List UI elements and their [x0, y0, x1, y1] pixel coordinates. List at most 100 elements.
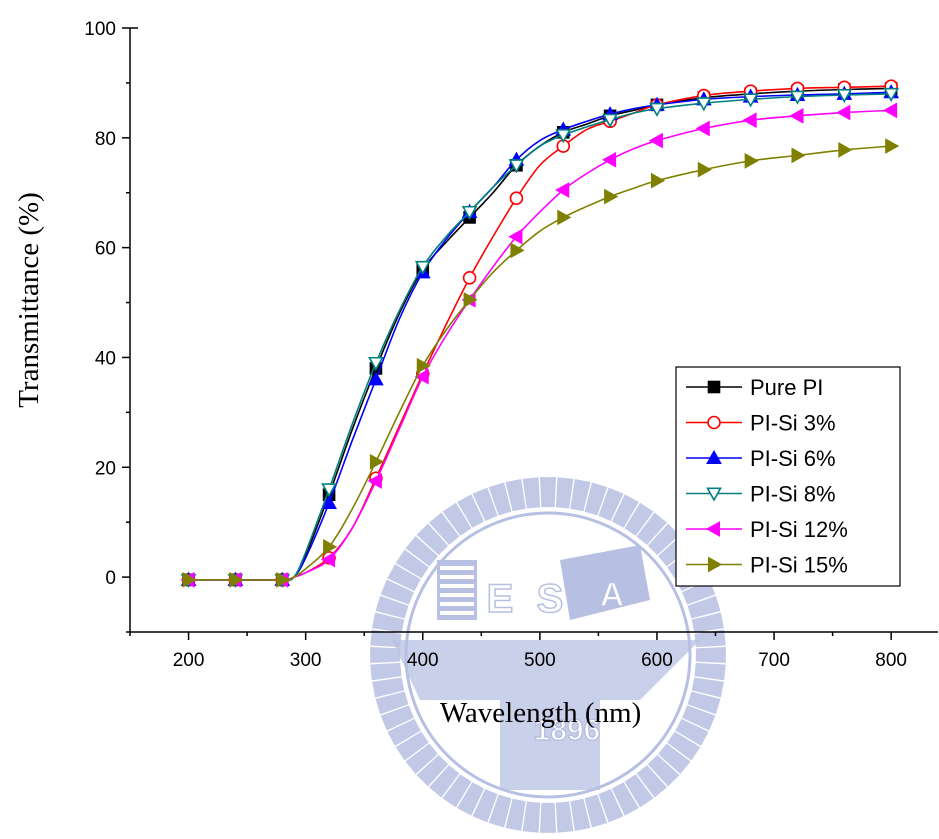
y-tick-label: 40	[95, 348, 116, 369]
legend-item: PI-Si 8%	[686, 482, 836, 507]
x-tick-label: 200	[173, 650, 205, 671]
data-point-marker	[604, 188, 619, 205]
data-point-marker	[836, 88, 853, 104]
data-point-marker	[367, 473, 382, 489]
university-seal-watermark: E S A 1896	[370, 477, 726, 833]
data-point-marker	[508, 228, 523, 245]
data-point-marker	[789, 107, 804, 124]
seal-letter: S	[537, 577, 564, 621]
seal-ray	[598, 487, 624, 521]
seal-ray	[370, 662, 402, 681]
seal-ray	[380, 705, 414, 731]
legend-box	[675, 366, 901, 587]
seal-book-line	[440, 593, 474, 597]
x-tick-label: 800	[875, 650, 907, 671]
y-tick-label: 60	[95, 239, 116, 260]
seal-ray	[387, 564, 421, 592]
axes	[122, 27, 938, 640]
seal-ray	[472, 789, 498, 823]
seal-ray	[570, 798, 591, 831]
data-point-marker	[705, 521, 721, 537]
seal-ray	[375, 595, 409, 619]
seal-anvil	[392, 640, 700, 790]
data-point-marker	[650, 172, 666, 189]
data-point-marker	[649, 102, 665, 117]
y-tick-label: 20	[95, 458, 116, 479]
x-tick-label: 700	[758, 650, 790, 671]
tick-labels: 0 20 40 60 80 100 200 300 400 500 600 700 800	[84, 19, 907, 671]
seal-ray	[395, 731, 429, 761]
seal-ray	[694, 662, 726, 681]
data-point-marker	[707, 415, 721, 430]
y-tick-label: 100	[84, 19, 116, 40]
data-point-marker	[463, 291, 478, 308]
seal-ray	[598, 789, 624, 823]
data-point-marker	[695, 97, 712, 112]
data-point-marker	[883, 102, 898, 119]
seal-ray	[611, 494, 639, 528]
data-point-marker	[321, 483, 337, 498]
seal-ray	[647, 754, 680, 787]
seal-ray	[687, 595, 721, 619]
legend-label: PI-Si 8%	[750, 482, 836, 507]
seal-book-line	[440, 575, 474, 579]
seal-ray	[647, 523, 680, 556]
seal-ray	[370, 646, 401, 664]
data-point-marker	[789, 90, 806, 105]
legend-item: PI-Si 15%	[686, 553, 848, 578]
seal-ray	[695, 646, 726, 664]
legend-item: Pure PI	[686, 375, 823, 400]
seal-ray	[442, 502, 472, 536]
data-point-marker	[369, 453, 385, 470]
legend-label: Pure PI	[750, 375, 823, 400]
seal-ray	[375, 691, 409, 715]
series-5	[182, 138, 900, 588]
data-point-marker	[744, 153, 759, 169]
seal-ray	[624, 774, 654, 808]
seal-ray	[624, 502, 654, 536]
seal-ray	[395, 549, 429, 579]
seal-ray	[555, 801, 574, 833]
seal-pencil-box	[560, 545, 650, 620]
data-point-marker	[229, 571, 244, 588]
seal-book-line	[440, 584, 474, 588]
data-point-marker	[648, 132, 663, 149]
seal-ray	[636, 765, 667, 798]
x-tick-label: 600	[641, 650, 673, 671]
seal-ray	[372, 677, 405, 698]
data-point-marker	[508, 159, 525, 174]
seal-book-line	[440, 611, 474, 615]
data-point-marker	[602, 113, 618, 128]
seal-ray	[694, 629, 726, 648]
seal-ray	[472, 487, 498, 521]
seal-ray	[691, 612, 724, 633]
series-lines	[180, 79, 900, 588]
seal-letter: 1896	[534, 714, 601, 747]
y-tick-label: 80	[95, 129, 116, 150]
seal-ray	[405, 743, 438, 774]
seal-book-line	[440, 602, 474, 606]
data-point-marker	[555, 182, 570, 198]
data-point-marker	[706, 449, 722, 465]
seal-ray	[505, 479, 526, 512]
seal-ray	[522, 477, 541, 509]
data-point-marker	[742, 112, 757, 129]
seal-ray	[682, 705, 716, 731]
seal-ray	[429, 512, 460, 545]
seal-letter: E	[487, 577, 514, 621]
data-point-marker	[414, 260, 431, 276]
data-point-marker	[697, 161, 712, 178]
data-point-marker	[368, 356, 384, 372]
x-axis-title: Wavelength (nm)	[440, 697, 641, 729]
legend-label: PI-Si 3%	[750, 411, 836, 436]
legend: Pure PI PI-Si 3% PI-Si 6% PI-Si 8% PI-Si 12%…	[675, 366, 901, 587]
seal-letter: A	[600, 576, 625, 614]
data-point-marker	[368, 371, 384, 386]
seal-ray	[380, 579, 414, 605]
data-point-marker	[461, 205, 478, 221]
seal-ray	[405, 536, 438, 567]
x-tick-label: 300	[290, 650, 322, 671]
y-axis-title: Transmittance (%)	[13, 192, 45, 408]
